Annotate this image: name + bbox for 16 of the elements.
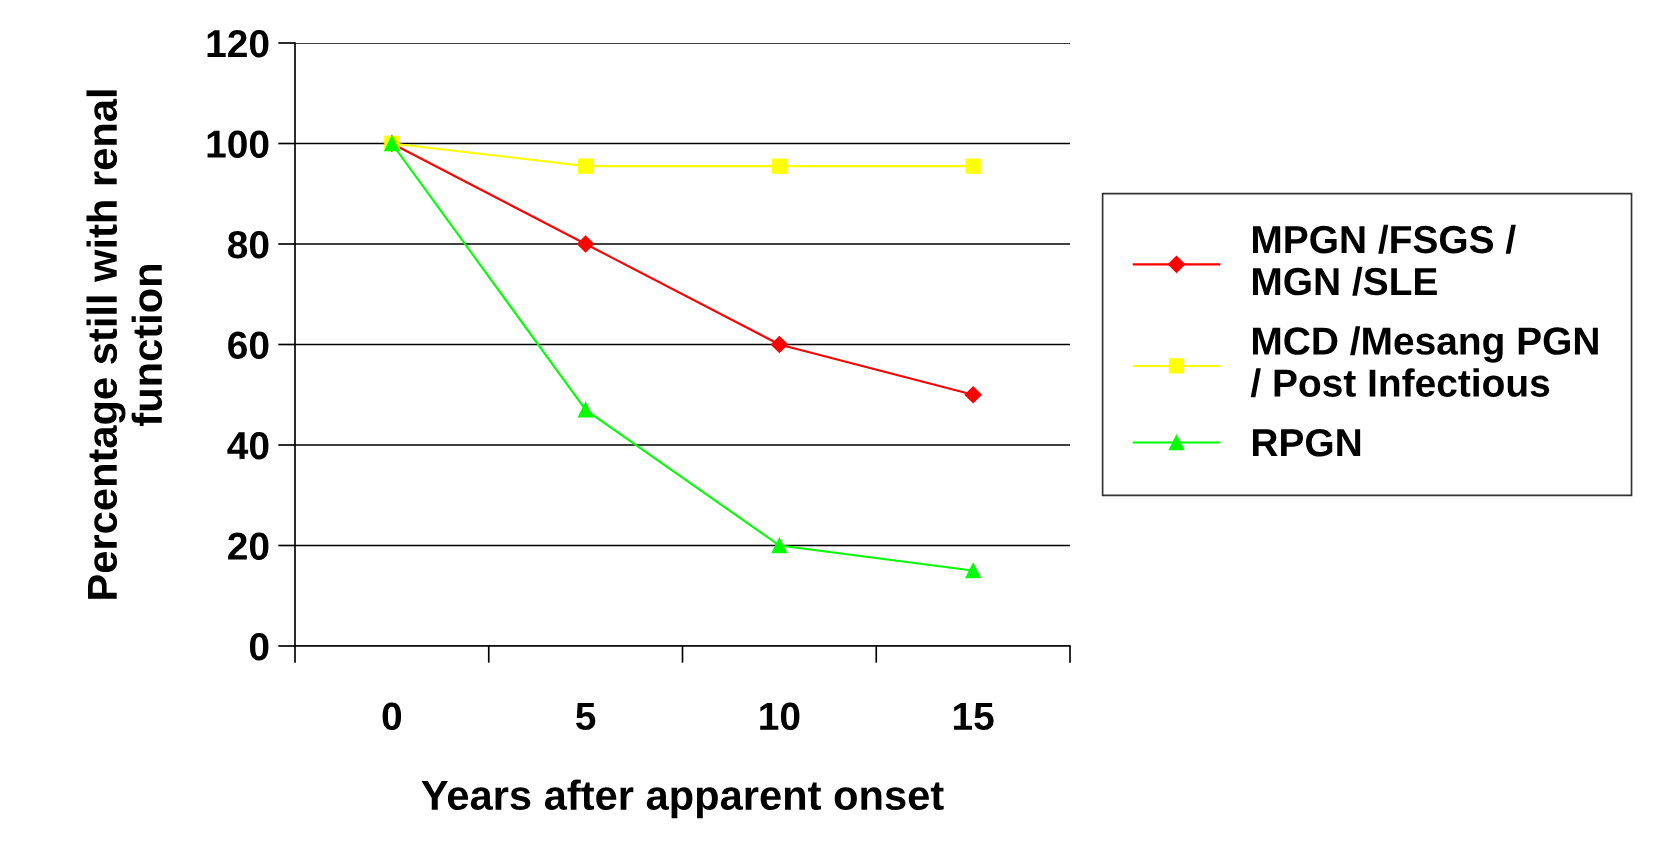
y-tick-label: 60 xyxy=(228,331,269,359)
legend-label: MPGN /FSGS / MGN /SLE xyxy=(1253,224,1516,296)
y-tick-label: 80 xyxy=(227,230,269,259)
x-tick-label: 10 xyxy=(760,702,800,731)
y-tick-label: 120 xyxy=(207,29,269,58)
y-axis-title: Percentage still with renal function xyxy=(86,90,163,599)
x-axis-title: Years after apparent onset xyxy=(421,779,944,819)
x-tick-label: 5 xyxy=(576,702,596,731)
x-tick-label: 15 xyxy=(953,702,994,731)
y-tick-label: 20 xyxy=(228,532,269,560)
y-tick-label: 0 xyxy=(249,632,269,661)
legend-label: RPGN xyxy=(1253,428,1361,457)
x-tick-label: 0 xyxy=(382,702,402,731)
y-tick-label: 100 xyxy=(207,130,269,158)
y-tick-label: 40 xyxy=(227,431,269,460)
legend-label: MCD /Mesang PGN / Post Infectious xyxy=(1250,326,1598,398)
